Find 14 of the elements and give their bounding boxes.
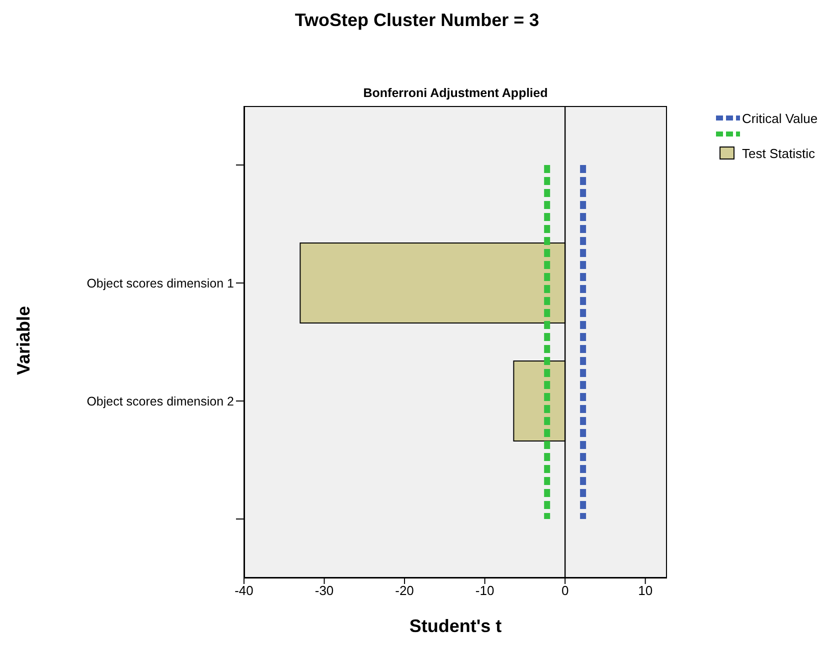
y-axis-title: Variable: [14, 304, 34, 378]
y-tick-label: Object scores dimension 2: [86, 394, 234, 408]
x-tick-label: -40: [234, 583, 254, 598]
x-tick-label: 0: [561, 583, 569, 598]
chart-subtitle: Bonferroni Adjustment Applied: [362, 86, 549, 100]
x-axis-title: Student's t: [408, 616, 503, 637]
x-tick-label: -20: [395, 583, 414, 598]
x-tick-label: -10: [475, 583, 494, 598]
y-tick-label: Object scores dimension 1: [86, 276, 234, 290]
x-tick-label: 10: [638, 583, 653, 598]
chart-title: TwoStep Cluster Number = 3: [294, 10, 540, 31]
legend-label: Test Statistic: [742, 146, 815, 160]
x-tick-label: -30: [314, 583, 334, 598]
legend-label: Critical Value: [742, 110, 818, 126]
